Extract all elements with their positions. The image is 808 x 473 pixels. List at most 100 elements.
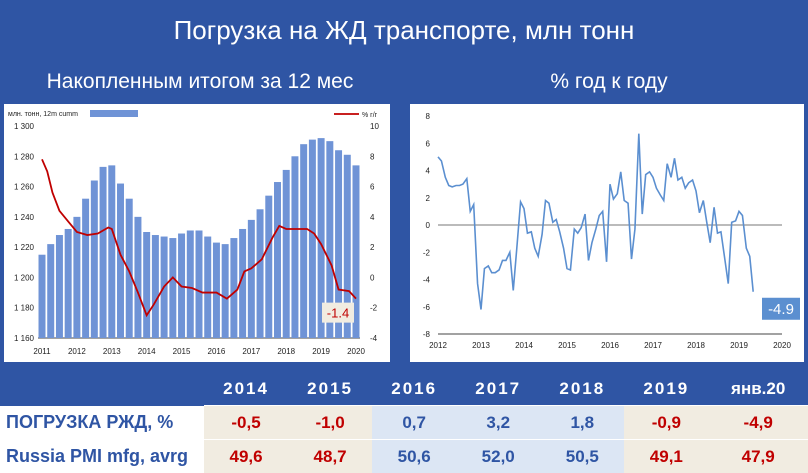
table-cell: 50,6	[372, 440, 456, 473]
x-tick-label: 2017	[644, 341, 662, 350]
year-header: 2014	[204, 372, 288, 406]
last-value-label: -4.9	[768, 301, 794, 318]
table-corner	[0, 372, 204, 406]
yoy-chart-panel: 8 6 4 2 0 -2 -4 -6 -8 2012 2013 2014 2015 2016 2017 201…	[410, 104, 804, 362]
x-tick-label: 2017	[242, 347, 260, 356]
y2-tick-label: 4	[370, 213, 375, 222]
table-cell: 48,7	[288, 440, 372, 473]
year-header: 2015	[288, 372, 372, 406]
y-tick-label: 0	[426, 221, 431, 230]
y-tick-label: 1 280	[14, 152, 35, 161]
table-cell: 49,6	[204, 440, 288, 473]
bar	[248, 220, 255, 338]
y2-tick-label: 8	[370, 152, 375, 161]
last-value-label: -1.4	[327, 306, 349, 321]
table-cell: -4,9	[708, 406, 808, 440]
bar	[213, 243, 220, 338]
table-cell: -0,9	[624, 406, 708, 440]
row-label: ПОГРУЗКА РЖД, %	[0, 406, 204, 440]
y-tick-label: 1 200	[14, 273, 35, 282]
cumulative-chart-panel: 1 160 1 180 1 200 1 220 1 240 1 260 1 280 1 300…	[4, 104, 390, 362]
x-tick-label: 2016	[208, 347, 226, 356]
y-tick-label: 1 260	[14, 183, 35, 192]
table-row: Russia PMI mfg, avrg 49,6 48,7 50,6 52,0…	[0, 440, 808, 473]
y-tick-label: 8	[426, 112, 431, 121]
x-tick-label: 2018	[277, 347, 295, 356]
bar	[291, 156, 298, 338]
y-tick-label: 1 300	[14, 122, 35, 131]
year-header: 2019	[624, 372, 708, 406]
bar	[100, 167, 107, 338]
y2-tick-label: 0	[370, 273, 375, 282]
left-chart-subtitle: Накопленным итогом за 12 мес	[0, 64, 400, 100]
bar	[283, 170, 290, 338]
table-cell: -0,5	[204, 406, 288, 440]
bar	[108, 165, 115, 338]
table-header-row: 2014 2015 2016 2017 2018 2019 янв.20	[0, 372, 808, 406]
bar	[56, 235, 63, 338]
bar	[134, 217, 141, 338]
y2-tick-label: -2	[370, 304, 378, 313]
bar	[169, 238, 176, 338]
bar	[187, 230, 194, 338]
y-tick-label: 2	[426, 194, 431, 203]
bar	[204, 237, 211, 338]
bar	[91, 181, 98, 338]
bar	[196, 230, 203, 338]
table-row: ПОГРУЗКА РЖД, % -0,5 -1,0 0,7 3,2 1,8 -0…	[0, 406, 808, 440]
legend-line-label: % г/г	[362, 112, 378, 119]
summary-table: 2014 2015 2016 2017 2018 2019 янв.20 ПОГ…	[0, 372, 808, 473]
y-tick-label: -6	[423, 303, 431, 312]
y2-tick-label: 6	[370, 183, 375, 192]
y-tick-label: 1 180	[14, 304, 35, 313]
table-cell: 50,5	[540, 440, 624, 473]
table-cell: 3,2	[456, 406, 540, 440]
y-tick-label: 1 220	[14, 243, 35, 252]
x-tick-label: 2019	[730, 341, 748, 350]
year-header: янв.20	[708, 372, 808, 406]
table-cell: 47,9	[708, 440, 808, 473]
x-tick-label: 2013	[103, 347, 121, 356]
y-tick-label: -2	[423, 248, 431, 257]
x-tick-label: 2020	[347, 347, 365, 356]
x-tick-label: 2013	[472, 341, 490, 350]
year-header: 2017	[456, 372, 540, 406]
x-tick-label: 2016	[601, 341, 619, 350]
bar	[309, 140, 316, 338]
bar	[82, 199, 89, 338]
y-tick-label: -8	[423, 330, 431, 339]
yoy-line	[438, 134, 753, 310]
y-tick-label: 1 240	[14, 213, 35, 222]
x-tick-label: 2019	[312, 347, 330, 356]
table-cell: 49,1	[624, 440, 708, 473]
x-tick-label: 2015	[558, 341, 576, 350]
bar	[222, 244, 229, 338]
bar	[152, 235, 159, 338]
x-tick-label: 2015	[173, 347, 191, 356]
bar	[143, 232, 150, 338]
table-cell: -1,0	[288, 406, 372, 440]
bar	[257, 209, 264, 338]
page-title: Погрузка на ЖД транспорте, млн тонн	[0, 0, 808, 60]
y-tick-label: 4	[426, 167, 431, 176]
bar	[39, 255, 46, 338]
y2-tick-label: 10	[370, 122, 379, 131]
legend-bar-label: млн. тонн, 12m cumm	[8, 111, 78, 118]
y-tick-label: 6	[426, 139, 431, 148]
y2-tick-label: 2	[370, 243, 375, 252]
x-tick-label: 2018	[687, 341, 705, 350]
table-cell: 52,0	[456, 440, 540, 473]
bar	[73, 217, 80, 338]
x-tick-label: 2012	[429, 341, 447, 350]
bar	[274, 182, 281, 338]
cumulative-chart: 1 160 1 180 1 200 1 220 1 240 1 260 1 280 1 300…	[4, 104, 390, 362]
year-header: 2018	[540, 372, 624, 406]
x-tick-label: 2014	[515, 341, 533, 350]
bar	[300, 144, 307, 338]
year-header: 2016	[372, 372, 456, 406]
y-tick-label: -4	[423, 276, 431, 285]
bar	[47, 244, 54, 338]
yoy-chart: 8 6 4 2 0 -2 -4 -6 -8 2012 2013 2014 2015 2016 2017 201…	[410, 104, 804, 362]
bar	[230, 238, 237, 338]
y-tick-label: 1 160	[14, 334, 35, 343]
